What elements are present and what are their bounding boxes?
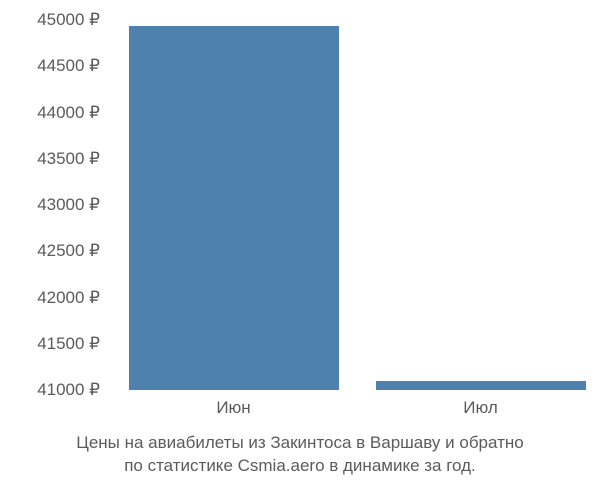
y-tick-label: 44000 ₽ [0, 103, 100, 123]
y-tick-label: 41000 ₽ [0, 380, 100, 400]
x-tick-label: Июн [216, 398, 250, 418]
y-tick-label: 42500 ₽ [0, 241, 100, 261]
caption-line-2: по статистике Csmia.aero в динамике за г… [124, 456, 476, 475]
x-tick-label: Июл [463, 398, 498, 418]
y-tick-label: 41500 ₽ [0, 334, 100, 354]
caption-line-1: Цены на авиабилеты из Закинтоса в Варшав… [76, 433, 523, 452]
y-tick-label: 44500 ₽ [0, 56, 100, 76]
price-bar-chart: 41000 ₽ 41500 ₽ 42000 ₽ 42500 ₽ 43000 ₽ 43500… [0, 0, 600, 500]
y-tick-label: 45000 ₽ [0, 10, 100, 30]
plot-area [110, 20, 585, 390]
y-tick-label: 42000 ₽ [0, 288, 100, 308]
y-tick-label: 43000 ₽ [0, 195, 100, 215]
chart-caption: Цены на авиабилеты из Закинтоса в Варшав… [0, 432, 600, 478]
y-tick-label: 43500 ₽ [0, 149, 100, 169]
bar [376, 381, 586, 390]
bar [129, 26, 339, 390]
